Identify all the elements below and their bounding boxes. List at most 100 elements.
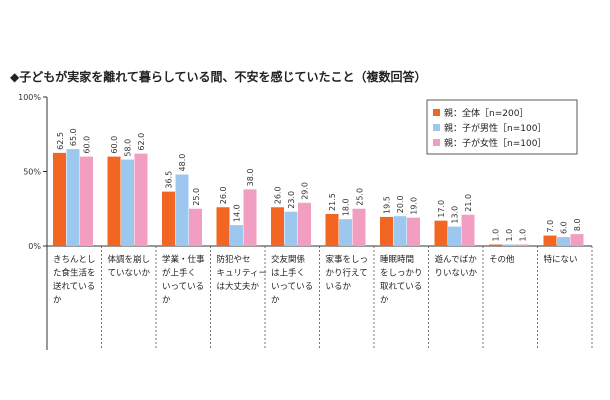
bar bbox=[121, 159, 134, 246]
bar bbox=[216, 207, 230, 246]
bar bbox=[53, 152, 66, 246]
bar bbox=[325, 213, 339, 246]
data-label: 48.0 bbox=[178, 154, 187, 172]
data-label: 60.0 bbox=[83, 136, 92, 154]
bar bbox=[352, 208, 366, 246]
category-label: いるか bbox=[326, 282, 352, 292]
legend-box bbox=[426, 99, 578, 155]
y-tick-label: 50% bbox=[23, 168, 41, 177]
bar bbox=[407, 217, 420, 246]
data-label: 25.0 bbox=[192, 188, 201, 206]
bar bbox=[434, 220, 448, 246]
category-label: 交友関係 bbox=[271, 254, 306, 265]
bar bbox=[107, 156, 121, 246]
data-label: 7.0 bbox=[546, 220, 555, 233]
legend-label: 親：子が女性［n=100］ bbox=[444, 137, 546, 149]
category-label: か bbox=[271, 296, 280, 306]
data-label: 1.0 bbox=[519, 229, 528, 242]
data-label: 21.5 bbox=[328, 193, 337, 211]
y-tick-label: 0% bbox=[28, 242, 41, 251]
data-label: 19.5 bbox=[383, 196, 392, 214]
data-label: 25.0 bbox=[355, 188, 364, 206]
category-label: キュリティー bbox=[217, 269, 268, 279]
data-label: 38.0 bbox=[246, 169, 255, 187]
data-label: 23.0 bbox=[287, 191, 296, 209]
category-label: 遊んでばか bbox=[435, 254, 478, 265]
bar bbox=[175, 174, 189, 246]
bar bbox=[339, 219, 352, 246]
data-label: 26.0 bbox=[219, 186, 228, 204]
data-label: 65.0 bbox=[69, 128, 78, 146]
data-label: 14.0 bbox=[233, 204, 242, 222]
data-label: 20.0 bbox=[396, 195, 405, 213]
data-label: 6.0 bbox=[560, 221, 569, 234]
bar bbox=[284, 211, 298, 246]
bar bbox=[298, 202, 311, 246]
category-label: 体調を崩し bbox=[108, 254, 151, 265]
category-label: かり行えて bbox=[326, 268, 368, 279]
category-label: 取れている bbox=[380, 282, 422, 292]
legend-label: 親：全体［n=200］ bbox=[444, 107, 528, 119]
category-label: ていないか bbox=[108, 269, 151, 279]
category-label: 特にない bbox=[544, 254, 578, 265]
bar bbox=[543, 235, 557, 246]
bar bbox=[557, 237, 570, 246]
data-label: 29.0 bbox=[301, 182, 310, 200]
category-label: いっている bbox=[162, 282, 204, 292]
category-label: 家事をしっ bbox=[326, 254, 369, 265]
legend-swatch bbox=[433, 124, 440, 131]
data-label: 1.0 bbox=[492, 229, 501, 242]
category-label: その他 bbox=[489, 254, 515, 265]
category-label: 学業・仕事 bbox=[162, 254, 205, 265]
data-label: 19.0 bbox=[410, 197, 419, 215]
legend-swatch bbox=[433, 109, 440, 116]
bar bbox=[243, 189, 257, 246]
legend-swatch bbox=[433, 139, 440, 146]
bar bbox=[162, 191, 175, 246]
data-label: 36.5 bbox=[165, 171, 174, 189]
legend-label: 親：子が男性［n=100］ bbox=[444, 122, 546, 134]
data-label: 62.0 bbox=[137, 133, 146, 151]
bar bbox=[66, 149, 80, 246]
data-label: 8.0 bbox=[573, 218, 582, 231]
category-label: 防犯やセ bbox=[217, 254, 251, 265]
bar bbox=[271, 207, 284, 246]
bar bbox=[516, 244, 529, 246]
bar bbox=[489, 244, 502, 246]
category-label: が上手く bbox=[162, 268, 196, 279]
bar bbox=[230, 225, 243, 246]
y-tick-label: 100% bbox=[18, 93, 41, 102]
bar bbox=[570, 234, 584, 246]
bar bbox=[461, 214, 475, 246]
bar bbox=[393, 216, 407, 246]
category-label: は上手く bbox=[271, 268, 305, 279]
category-label: りいないか bbox=[435, 269, 478, 279]
data-label: 17.0 bbox=[437, 200, 446, 218]
data-label: 21.0 bbox=[464, 194, 473, 212]
bar bbox=[502, 244, 516, 246]
category-label: をしっかり bbox=[380, 269, 423, 279]
data-label: 62.5 bbox=[56, 132, 65, 150]
category-label: か bbox=[162, 296, 171, 306]
category-label: いっている bbox=[271, 282, 313, 292]
data-label: 13.0 bbox=[451, 206, 460, 224]
bar bbox=[189, 208, 202, 246]
data-label: 26.0 bbox=[274, 186, 283, 204]
category-label: きちんとし bbox=[53, 255, 96, 265]
bar bbox=[134, 153, 148, 246]
category-label: 送れている bbox=[53, 281, 95, 292]
category-label: は大丈夫か bbox=[217, 281, 260, 292]
category-label: か bbox=[53, 296, 62, 306]
category-label: か bbox=[380, 296, 389, 306]
bar bbox=[448, 226, 461, 246]
data-label: 18.0 bbox=[342, 198, 351, 216]
data-label: 1.0 bbox=[505, 229, 514, 242]
category-label: 睡眠時間 bbox=[380, 255, 414, 265]
bar bbox=[80, 156, 93, 246]
data-label: 60.0 bbox=[110, 136, 119, 154]
category-label: た食生活を bbox=[53, 268, 96, 279]
bar bbox=[380, 216, 393, 246]
data-label: 58.0 bbox=[124, 139, 133, 157]
chart-title: ◆子どもが実家を離れて暮らしている間、不安を感じていたこと（複数回答） bbox=[10, 70, 427, 84]
